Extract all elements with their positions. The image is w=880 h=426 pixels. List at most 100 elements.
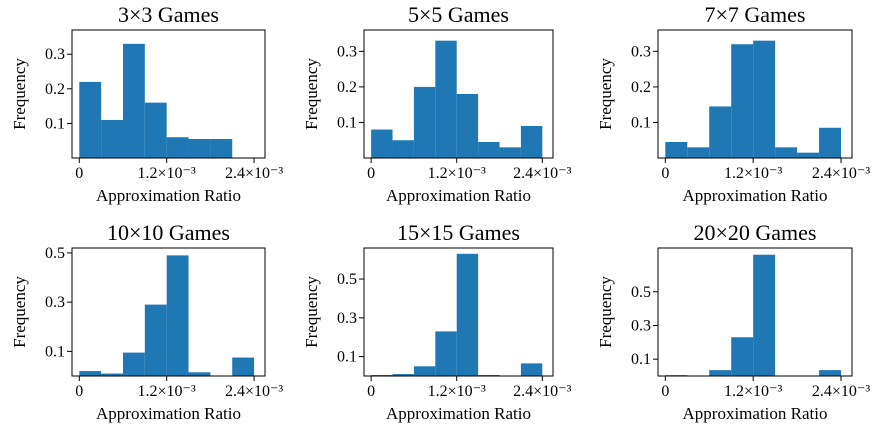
y-axis-label: Frequency [10, 276, 29, 348]
histogram-bar [210, 138, 233, 158]
histogram-bar [79, 81, 102, 158]
x-tick-label: 0 [75, 165, 83, 182]
histogram-bar [122, 43, 145, 158]
x-tick-label: 2.4×10⁻³ [225, 165, 283, 182]
histogram-panel: 10×10 Games 0 1.2×10⁻³ 2.4×10⁻³ 0.1 0.3 0.5 App… [10, 220, 283, 423]
x-axis-label: Approximation Ratio [683, 186, 828, 205]
y-tick-label: 0.1 [45, 343, 65, 360]
histogram-bar [520, 363, 543, 376]
histogram-bar [101, 119, 123, 158]
x-tick-label: 0 [75, 383, 83, 400]
x-axis-label: Approximation Ratio [386, 404, 531, 423]
histogram-panel: 15×15 Games 0 1.2×10⁻³ 2.4×10⁻³ 0.1 0.3 0.5 App… [302, 220, 572, 423]
x-tick-label: 2.4×10⁻³ [812, 383, 870, 400]
histogram-bar [413, 86, 436, 158]
y-tick-label: 0.2 [45, 81, 65, 98]
histogram-bar [499, 147, 521, 158]
axes-frame [363, 29, 554, 159]
chart-title: 20×20 Games [694, 220, 817, 245]
histogram-bar [797, 152, 820, 158]
chart-title: 10×10 Games [107, 220, 230, 245]
histogram-bar [413, 366, 436, 376]
histogram-panel: 5×5 Games 0 1.2×10⁻³ 2.4×10⁻³ 0.1 0.2 0.3 Appro… [302, 2, 572, 205]
x-tick-label: 1.2×10⁻³ [724, 165, 782, 182]
x-axis-label: Approximation Ratio [96, 186, 241, 205]
histogram-bar [819, 127, 842, 158]
histogram-panel: 7×7 Games 0 1.2×10⁻³ 2.4×10⁻³ 0.1 0.2 0.3 Appro… [596, 2, 870, 205]
x-axis-label: Approximation Ratio [386, 186, 531, 205]
histogram-bar [101, 373, 123, 376]
chart-title: 3×3 Games [118, 2, 219, 27]
x-tick-label: 1.2×10⁻³ [428, 165, 486, 182]
axes-frame [657, 247, 853, 377]
x-tick-label: 1.2×10⁻³ [724, 383, 782, 400]
histogram-bar [753, 40, 776, 158]
x-tick-label: 0 [661, 383, 669, 400]
histogram-bar [709, 370, 732, 376]
y-tick-label: 0.3 [337, 310, 357, 327]
chart-title: 5×5 Games [408, 2, 509, 27]
histogram-bar [709, 106, 732, 158]
x-tick-label: 1.2×10⁻³ [428, 383, 486, 400]
histogram-bar [122, 352, 145, 376]
y-axis-label: Frequency [302, 58, 321, 130]
histogram-bar [435, 331, 457, 376]
histogram-bar [79, 371, 102, 376]
x-tick-label: 2.4×10⁻³ [812, 165, 870, 182]
x-tick-label: 2.4×10⁻³ [225, 383, 283, 400]
histogram-bar [144, 102, 167, 158]
x-axis-label: Approximation Ratio [683, 404, 828, 423]
y-tick-label: 0.3 [45, 294, 65, 311]
histogram-bar [435, 40, 457, 158]
histogram-bar [665, 142, 688, 158]
y-tick-label: 0.1 [337, 349, 357, 366]
y-tick-label: 0.1 [337, 114, 357, 131]
y-tick-label: 0.1 [631, 351, 651, 368]
chart-title: 7×7 Games [705, 2, 806, 27]
y-tick-label: 0.3 [337, 43, 357, 60]
histogram-bar [371, 129, 393, 158]
axes-frame [71, 29, 266, 159]
axes-frame [71, 247, 266, 377]
x-axis-label: Approximation Ratio [96, 404, 241, 423]
histogram-bar [520, 126, 543, 158]
histogram-panel: 20×20 Games 0 1.2×10⁻³ 2.4×10⁻³ 0.1 0.3 0.5 App… [596, 220, 870, 423]
y-tick-label: 0.3 [631, 43, 651, 60]
y-axis-label: Frequency [596, 58, 615, 130]
histogram-bar [166, 255, 189, 376]
y-tick-label: 0.1 [631, 114, 651, 131]
x-tick-label: 2.4×10⁻³ [513, 383, 571, 400]
histogram-bar [166, 137, 189, 158]
histogram-bar [144, 304, 167, 376]
axes-frame [657, 29, 853, 159]
histogram-bar [232, 357, 255, 376]
histogram-bar [687, 147, 710, 158]
y-tick-label: 0.5 [337, 271, 357, 288]
histogram-bar [753, 254, 776, 376]
axes-frame [363, 247, 554, 377]
y-axis-label: Frequency [596, 276, 615, 348]
x-tick-label: 0 [661, 165, 669, 182]
y-tick-label: 0.5 [45, 245, 65, 262]
histogram-panel: 3×3 Games 0 1.2×10⁻³ 2.4×10⁻³ 0.1 0.2 0.3 Appro… [10, 2, 283, 205]
y-tick-label: 0.3 [631, 317, 651, 334]
y-axis-label: Frequency [302, 276, 321, 348]
histogram-bar [456, 94, 479, 158]
x-tick-label: 2.4×10⁻³ [513, 165, 571, 182]
y-tick-label: 0.2 [631, 79, 651, 96]
histogram-bar [392, 140, 414, 158]
histogram-bar [731, 337, 754, 376]
histogram-bar [478, 142, 500, 158]
x-tick-label: 1.2×10⁻³ [138, 383, 196, 400]
histogram-bar [775, 147, 798, 158]
y-tick-label: 0.2 [337, 79, 357, 96]
y-tick-label: 0.3 [45, 46, 65, 63]
x-tick-label: 0 [367, 383, 375, 400]
histogram-bar [188, 372, 211, 376]
x-tick-label: 1.2×10⁻³ [138, 165, 196, 182]
histogram-bar [819, 370, 842, 376]
histogram-bar [188, 138, 211, 158]
x-tick-label: 0 [367, 165, 375, 182]
histogram-bar [731, 44, 754, 158]
